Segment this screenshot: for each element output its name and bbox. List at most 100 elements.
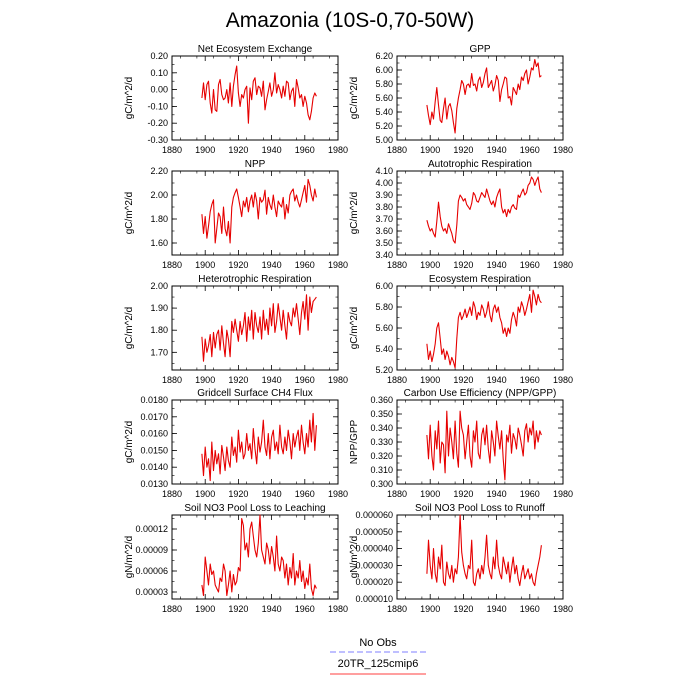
legend-label-no-obs: No Obs	[359, 637, 397, 649]
series-line	[201, 294, 317, 362]
x-tick-label: 1960	[295, 260, 315, 270]
x-tick-label: 1920	[228, 375, 248, 385]
x-tick-label: 1960	[295, 604, 315, 614]
y-tick-label: 0.360	[370, 395, 393, 405]
x-tick-label: 1940	[487, 375, 507, 385]
y-tick-label: 0.00009	[135, 545, 168, 555]
plot-frame	[396, 285, 564, 371]
y-tick-label: 3.70	[375, 214, 393, 224]
series-line	[426, 514, 542, 587]
plot-frame	[171, 285, 339, 371]
x-tick-label: 1960	[520, 489, 540, 499]
x-tick-label: 1980	[328, 260, 348, 270]
y-tick-label: 0.00012	[135, 524, 168, 534]
y-tick-label: 0.00	[150, 85, 168, 95]
y-tick-label: 5.60	[375, 323, 393, 333]
y-axis-label: gC/m^2/d	[124, 307, 135, 350]
x-tick-label: 1900	[420, 260, 440, 270]
y-tick-label: 3.60	[375, 226, 393, 236]
y-tick-label: 6.20	[375, 51, 393, 61]
x-tick-label: 1980	[553, 145, 573, 155]
x-tick-label: 1960	[520, 260, 540, 270]
panel-title: GPP	[469, 44, 490, 55]
x-tick-label: 1920	[453, 145, 473, 155]
chart-panel: Autotrophic Respiration gC/m^2/d 1880 1900 1…	[349, 159, 573, 270]
series-line	[426, 289, 542, 369]
y-tick-label: 6.00	[375, 281, 393, 291]
legend-label-model: 20TR_125cmip6	[338, 658, 419, 670]
y-tick-label: 1.70	[150, 347, 168, 357]
y-tick-label: 2.00	[150, 190, 168, 200]
x-tick-label: 1940	[487, 145, 507, 155]
panel-title: Net Ecosystem Exchange	[198, 44, 313, 55]
y-tick-label: 0.000010	[355, 594, 393, 604]
x-tick-label: 1940	[262, 489, 282, 499]
panel-title: Carbon Use Efficiency (NPP/GPP)	[404, 388, 557, 399]
chart-panel: Heterotrophic Respiration gC/m^2/d 1880 190…	[124, 274, 348, 385]
y-tick-label: 5.40	[375, 107, 393, 117]
y-tick-label: 0.0180	[140, 395, 168, 405]
y-tick-label: 0.0130	[140, 479, 168, 489]
series-line	[426, 176, 542, 244]
x-tick-label: 1940	[487, 260, 507, 270]
x-tick-label: 1940	[487, 489, 507, 499]
x-tick-label: 1900	[195, 260, 215, 270]
x-tick-label: 1960	[295, 375, 315, 385]
y-tick-label: 2.00	[150, 281, 168, 291]
x-tick-label: 1880	[162, 604, 182, 614]
y-tick-label: -0.30	[147, 135, 168, 145]
x-tick-label: 1900	[195, 375, 215, 385]
chart-panel: Soil NO3 Pool Loss to Leaching gN/m^2/d 18…	[124, 503, 348, 614]
x-tick-label: 1960	[520, 145, 540, 155]
x-tick-label: 1880	[387, 260, 407, 270]
y-tick-label: 0.000050	[355, 527, 393, 537]
x-tick-label: 1880	[387, 145, 407, 155]
series-line	[201, 65, 317, 124]
y-tick-label: 3.40	[375, 250, 393, 260]
y-axis-label: gC/m^2/d	[349, 307, 360, 350]
y-tick-label: 3.80	[375, 202, 393, 212]
chart-panel: Carbon Use Efficiency (NPP/GPP) NPP/GPP 18…	[349, 388, 573, 499]
panel-title: Ecosystem Respiration	[429, 274, 531, 285]
plot-frame	[396, 170, 564, 256]
y-tick-label: 0.300	[370, 479, 393, 489]
y-tick-label: 0.00006	[135, 566, 168, 576]
y-tick-label: 0.000020	[355, 577, 393, 587]
y-tick-label: 6.00	[375, 65, 393, 75]
y-tick-label: 3.90	[375, 190, 393, 200]
y-tick-label: 0.00003	[135, 587, 168, 597]
y-tick-label: 5.80	[375, 302, 393, 312]
series-line	[426, 58, 542, 134]
x-tick-label: 1920	[228, 145, 248, 155]
chart-panel: Gridcell Surface CH4 Flux gC/m^2/d 1880 190…	[124, 388, 348, 499]
chart-panel: GPP gC/m^2/d 1880 1900 1920 1940 1960 1980 5.00 5…	[349, 44, 573, 155]
x-tick-label: 1980	[328, 489, 348, 499]
y-tick-label: 0.320	[370, 451, 393, 461]
y-tick-label: 0.000040	[355, 544, 393, 554]
y-tick-label: 0.350	[370, 409, 393, 419]
x-tick-label: 1920	[228, 260, 248, 270]
x-tick-label: 1940	[262, 260, 282, 270]
x-tick-label: 1900	[420, 604, 440, 614]
x-tick-label: 1980	[553, 375, 573, 385]
chart-panel: NPP gC/m^2/d 1880 1900 1920 1940 1960 1980 1.60 1…	[124, 159, 348, 270]
x-tick-label: 1980	[553, 604, 573, 614]
x-tick-label: 1960	[295, 145, 315, 155]
panel-title: Gridcell Surface CH4 Flux	[197, 388, 313, 399]
y-tick-label: 0.0140	[140, 462, 168, 472]
y-axis-label: gN/m^2/d	[124, 536, 135, 579]
x-tick-label: 1900	[420, 145, 440, 155]
panel-title: Soil NO3 Pool Loss to Leaching	[184, 503, 325, 514]
y-tick-label: 4.10	[375, 166, 393, 176]
panel-title: Autotrophic Respiration	[428, 159, 532, 170]
x-tick-label: 1920	[453, 375, 473, 385]
y-tick-label: 0.000030	[355, 560, 393, 570]
y-tick-label: 0.310	[370, 465, 393, 475]
y-tick-label: 5.40	[375, 344, 393, 354]
x-tick-label: 1880	[387, 489, 407, 499]
x-tick-label: 1900	[195, 604, 215, 614]
figure-title: Amazonia (10S-0,70-50W)	[226, 9, 475, 32]
y-tick-label: 1.80	[150, 214, 168, 224]
chart-panel: Ecosystem Respiration gC/m^2/d 1880 1900 192…	[349, 274, 573, 385]
